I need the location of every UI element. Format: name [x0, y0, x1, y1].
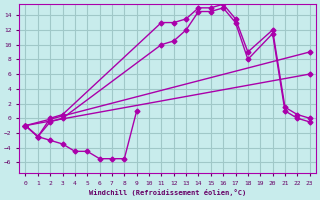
X-axis label: Windchill (Refroidissement éolien,°C): Windchill (Refroidissement éolien,°C): [89, 189, 246, 196]
